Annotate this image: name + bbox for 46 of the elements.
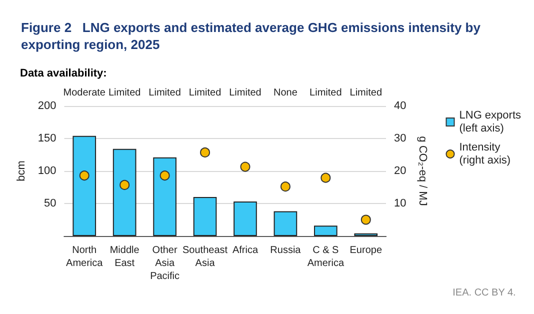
point bbox=[280, 182, 290, 192]
x-tick-label: Africa bbox=[232, 245, 258, 256]
y-tick-label: 200 bbox=[38, 100, 56, 112]
text: Limited bbox=[310, 88, 342, 98]
y2-axis-title: g CO₂-eq / MJ bbox=[416, 136, 429, 206]
text: Limited bbox=[148, 88, 181, 98]
x-tick-label: Southeast Asia bbox=[182, 245, 228, 269]
bar bbox=[153, 157, 176, 236]
text: None bbox=[274, 88, 298, 98]
bar bbox=[274, 211, 298, 236]
text: Moderate bbox=[63, 88, 106, 98]
bar bbox=[193, 197, 217, 236]
legend-label: LNG exports (left axis) bbox=[459, 110, 522, 134]
y2-tick-label: 10 bbox=[394, 198, 406, 210]
text: IEA. CC BY 4. bbox=[452, 288, 516, 298]
y-tick-label: 50 bbox=[44, 198, 56, 210]
legend-label: Intensity (right axis) bbox=[459, 142, 511, 166]
text: Data availability: bbox=[20, 68, 107, 80]
bar bbox=[234, 202, 257, 236]
text: Limited bbox=[229, 88, 262, 98]
point bbox=[240, 162, 250, 172]
point bbox=[79, 170, 90, 181]
chart-title: Figure 2 LNG exports and estimated average GHG emissions intensity by exporting region, 2025 bbox=[21, 20, 484, 52]
bar bbox=[112, 148, 136, 236]
x-tick-label: Middle East bbox=[110, 245, 140, 269]
point bbox=[200, 147, 210, 158]
point bbox=[360, 214, 371, 225]
x-tick-label: Other Asia Pacific bbox=[150, 245, 180, 282]
text: Limited bbox=[108, 88, 141, 98]
y-axis-title: bcm bbox=[16, 160, 28, 182]
x-tick-label: Russia bbox=[270, 245, 302, 256]
text: Limited bbox=[350, 88, 382, 98]
point bbox=[160, 170, 170, 181]
point bbox=[120, 180, 130, 190]
y2-tick-label: 20 bbox=[394, 165, 406, 177]
x-tick-label: C & S America bbox=[307, 245, 344, 269]
bar bbox=[314, 226, 338, 236]
bar bbox=[72, 136, 96, 236]
point bbox=[320, 172, 331, 183]
x-tick-label: North America bbox=[66, 245, 104, 269]
y2-tick-label: 30 bbox=[394, 132, 406, 144]
y-tick-label: 100 bbox=[38, 165, 56, 177]
y2-tick-label: 40 bbox=[394, 100, 406, 112]
y-tick-label: 150 bbox=[38, 132, 56, 144]
text: Limited bbox=[188, 88, 222, 98]
x-tick-label: Europe bbox=[350, 245, 382, 256]
